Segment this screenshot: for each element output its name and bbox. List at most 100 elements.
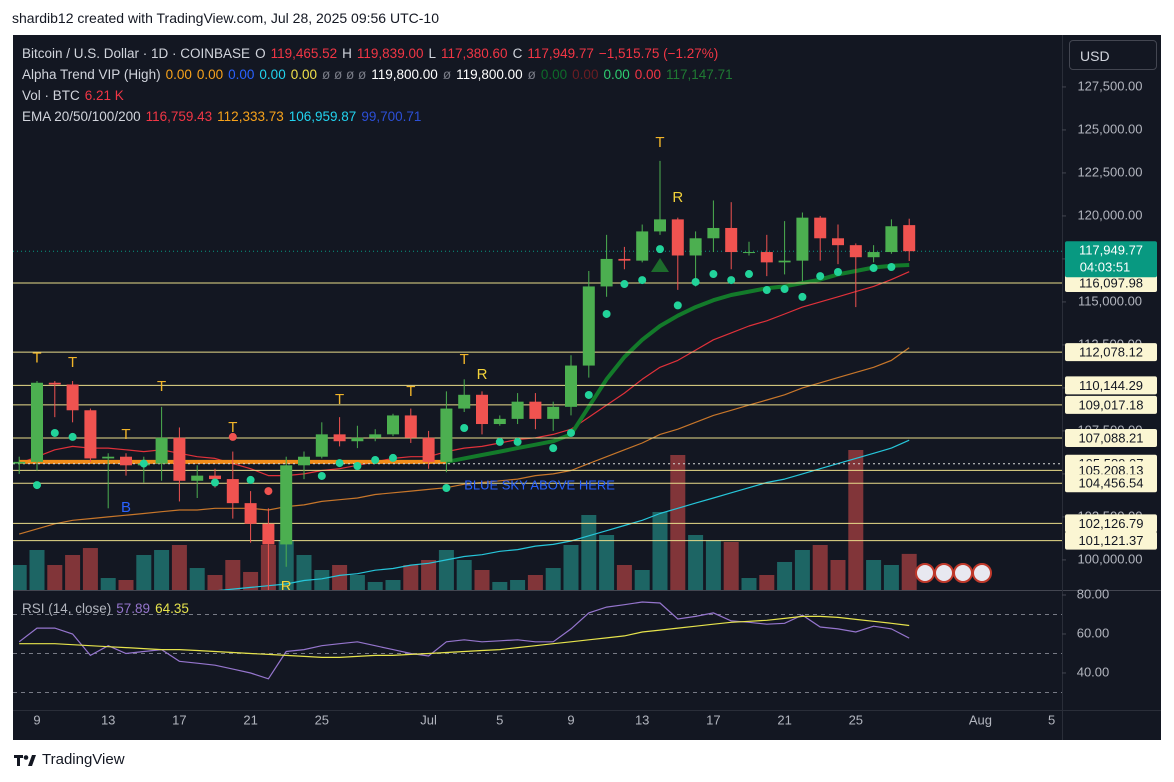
signal-label: B [121, 499, 131, 516]
legend: Bitcoin / U.S. Dollar · 1D · COINBASE O 11… [22, 43, 738, 127]
volume-bar [670, 455, 686, 590]
legend-item: 116,759.43 [145, 109, 213, 124]
x-tick-label: Jul [420, 712, 437, 727]
candle-body [298, 456, 310, 466]
trend-dot [549, 444, 558, 453]
level-label: 109,017.18 [1078, 397, 1143, 412]
level-label-box [1065, 274, 1157, 293]
legend-item: EMA 20/50/100/200 [22, 109, 141, 124]
volume-bar [492, 581, 508, 590]
candle-body [458, 394, 471, 409]
volume-bar [349, 575, 365, 590]
indicator-line [19, 347, 910, 535]
candle-body [654, 219, 666, 232]
trend-dot [567, 428, 575, 437]
logo [14, 754, 36, 766]
candle-body [529, 401, 542, 419]
trend-dot [656, 245, 664, 254]
x-tick-label: 17 [172, 712, 186, 727]
trend-dot [335, 459, 344, 468]
candle-body [280, 465, 293, 545]
level-label: 116,097.98 [1079, 275, 1143, 290]
rsi-y-tick-label: 80.00 [1077, 586, 1110, 601]
y-tick-label: 100,000.00 [1077, 551, 1142, 566]
volume-bar [688, 535, 704, 590]
trend-dot [834, 267, 842, 276]
candle-body [796, 217, 809, 261]
x-tick-label: 21 [243, 712, 257, 727]
x-tick-label: 25 [315, 712, 329, 727]
volume-bar [154, 550, 170, 590]
level-label-box [1065, 428, 1157, 447]
candle-body [102, 456, 115, 459]
volume-bar [118, 580, 134, 590]
trend-dot [246, 475, 255, 484]
level-label-box [1065, 474, 1157, 493]
volume-bar [527, 575, 543, 590]
legend-item: 57.89 [116, 601, 151, 616]
candle-body [369, 434, 382, 438]
volume-bar [314, 570, 330, 590]
x-tick-label: Aug [969, 712, 992, 727]
trend-dot [442, 484, 451, 493]
candle-body [493, 418, 506, 425]
trend-dot [228, 432, 237, 441]
signal-label: T [121, 426, 130, 443]
trend-dot [691, 277, 700, 286]
volume-bar [207, 575, 223, 590]
y-tick-label: 115,000.00 [1078, 293, 1142, 308]
volume-bar [136, 555, 152, 590]
volume-bar [545, 568, 561, 590]
rsi-pane [13, 601, 1062, 693]
candle-body [582, 286, 595, 366]
signal-label: T [68, 354, 77, 371]
candle-body [849, 245, 862, 258]
legend-item: 0.00 [540, 67, 568, 82]
candle-body [832, 238, 844, 246]
level-label: 104,456.54 [1078, 476, 1143, 491]
trend-dot [371, 455, 380, 464]
legend-item: 0.00 [603, 67, 630, 82]
trend-dot [887, 263, 896, 272]
candle-body [743, 252, 755, 254]
trend-dot [727, 276, 736, 285]
trend-dot [816, 272, 825, 281]
volume-bar [29, 550, 45, 590]
legend-item: 0.00 [228, 67, 255, 82]
candle-body [725, 227, 738, 253]
level-label-box [1065, 531, 1157, 550]
rsi-line [19, 615, 910, 658]
trend-dot [211, 478, 219, 487]
candle-body [226, 479, 239, 504]
legend-row: Alpha Trend VIP (High) 0.00 0.00 0.00 0.00 0.… [22, 64, 738, 85]
trend-dot [460, 423, 469, 432]
trend-dot [50, 428, 59, 437]
y-tick-label: 120,000.00 [1077, 207, 1142, 222]
signal-label: T [460, 351, 469, 368]
volume-bar [652, 511, 668, 590]
legend-item: 119,800.00 [371, 67, 438, 82]
volume-bar [812, 545, 828, 590]
volume-bar [296, 555, 312, 590]
candle-body [31, 382, 43, 462]
legend-item: ø [442, 67, 452, 82]
trend-dot [798, 292, 807, 301]
signal-label: R [672, 189, 683, 206]
legend-item: 0.00 [290, 67, 317, 82]
legend-item: H [342, 46, 352, 61]
legend-item: 6.21 K [84, 88, 124, 103]
currency-button[interactable]: USD [1069, 40, 1157, 70]
legend-item: Bitcoin / U.S. Dollar · 1D · COINBASE [22, 46, 251, 61]
volume-bar [581, 515, 597, 590]
trend-dot [762, 286, 771, 295]
legend-item: 117,949.77 [527, 46, 594, 61]
candle-body [476, 394, 488, 425]
candle-body [760, 252, 773, 263]
level-label-box [1065, 395, 1157, 414]
trend-dot [673, 301, 682, 310]
legend-item: Vol · BTC [22, 88, 80, 103]
legend-item: Alpha Trend VIP (High) [22, 67, 161, 82]
level-label: 107,088.21 [1078, 430, 1143, 445]
volume-bar [189, 568, 205, 590]
